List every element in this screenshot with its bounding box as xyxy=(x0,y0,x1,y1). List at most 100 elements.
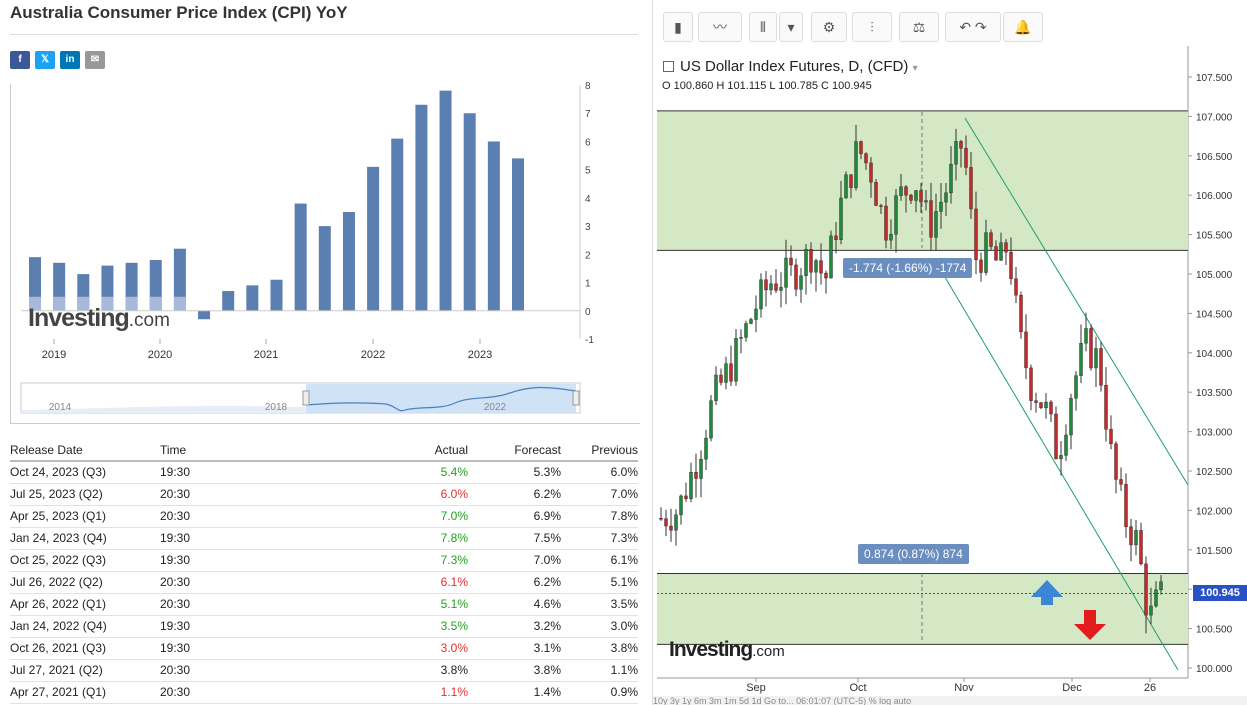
resistance-zone xyxy=(657,110,1188,251)
x-tick-label: 2022 xyxy=(361,349,385,361)
compare-icon[interactable]: ⚖ xyxy=(899,12,939,42)
table-row: Jan 24, 2023 (Q4) 19:30 7.8% 7.5% 7.3% xyxy=(10,527,638,550)
candle xyxy=(689,462,693,503)
cell-actual: 1.1% xyxy=(350,681,468,704)
candle xyxy=(1094,336,1098,387)
column-header[interactable]: Actual xyxy=(350,439,468,462)
candle xyxy=(1074,371,1078,411)
linkedin-icon[interactable]: in xyxy=(60,51,80,69)
cell-forecast: 5.3% xyxy=(468,461,561,484)
cell-previous: 6.0% xyxy=(561,461,638,484)
candle xyxy=(699,450,703,498)
y-tick-label: 5 xyxy=(585,166,591,177)
navigator-selection[interactable] xyxy=(306,384,576,413)
candle xyxy=(934,193,938,251)
redo-icon[interactable]: 🔔 xyxy=(1003,12,1043,42)
table-row: Apr 26, 2022 (Q1) 20:30 5.1% 4.6% 3.5% xyxy=(10,593,638,616)
cell-date: Jul 25, 2023 (Q2) xyxy=(10,483,160,506)
candle xyxy=(869,157,873,198)
candle xyxy=(1109,415,1113,450)
x-tick-label: 2023 xyxy=(468,349,492,361)
navigator-line xyxy=(305,386,577,412)
table-row: Oct 24, 2023 (Q3) 19:30 5.4% 5.3% 6.0% xyxy=(10,461,638,484)
navigator-label: 2014 xyxy=(49,402,72,413)
y-tick-label: -1 xyxy=(585,335,594,346)
range-bar[interactable]: 10y 3y 1y 6m 3m 1m 5d 1d Go to... 06:01:… xyxy=(653,696,1247,705)
candle xyxy=(1139,522,1143,566)
candle xyxy=(894,188,898,253)
table-row: Oct 26, 2021 (Q3) 19:30 3.0% 3.1% 3.8% xyxy=(10,637,638,660)
cell-actual: 3.8% xyxy=(350,659,468,682)
gear-icon[interactable]: ⚙ xyxy=(811,12,847,42)
candle xyxy=(1019,291,1023,339)
y-tick-label: 106.500 xyxy=(1196,152,1233,163)
cell-date: Apr 26, 2022 (Q1) xyxy=(10,593,160,616)
x-tick-label: 2021 xyxy=(254,349,278,361)
candle xyxy=(969,152,973,219)
column-header[interactable]: Previous xyxy=(561,439,638,462)
email-icon[interactable]: ✉ xyxy=(85,51,105,69)
cpi-bar xyxy=(294,203,307,311)
cpi-bar xyxy=(391,138,404,311)
chart-title[interactable]: US Dollar Index Futures, D, (CFD) ▾ xyxy=(663,58,918,75)
cpi-bar xyxy=(318,226,331,311)
dropdown-icon[interactable]: ▾ xyxy=(779,12,803,42)
y-tick-label: 102.500 xyxy=(1196,467,1233,478)
navigator-handle[interactable] xyxy=(302,390,310,406)
cell-date: Jul 26, 2022 (Q2) xyxy=(10,571,160,594)
line-chart-icon[interactable]: 〰 xyxy=(698,12,742,42)
bars-icon[interactable]: ⫴ xyxy=(749,12,777,42)
twitter-icon[interactable]: 𝕏 xyxy=(35,51,55,69)
candle xyxy=(759,273,763,318)
table-row: Apr 25, 2023 (Q1) 20:30 7.0% 6.9% 7.8% xyxy=(10,505,638,528)
column-header[interactable]: Forecast xyxy=(468,439,561,462)
x-tick-label: Dec xyxy=(1062,682,1082,694)
undo-icon[interactable]: ↶ ↷ xyxy=(945,12,1001,42)
channel-line-lower xyxy=(935,261,1179,671)
cell-forecast: 6.9% xyxy=(468,505,561,528)
candle xyxy=(859,140,863,160)
investing-watermark: Investing.com xyxy=(28,304,170,332)
cell-time: 19:30 xyxy=(160,527,350,550)
facebook-icon[interactable]: f xyxy=(10,51,30,69)
candle xyxy=(1009,237,1013,285)
column-header[interactable]: Time xyxy=(160,439,350,462)
indicators-icon[interactable]: ⫶ xyxy=(852,12,892,42)
cell-actual: 7.3% xyxy=(350,549,468,572)
y-tick-label: 107.500 xyxy=(1196,73,1233,84)
y-tick-label: 100.000 xyxy=(1196,664,1233,675)
cpi-bar xyxy=(270,279,283,311)
x-tick-label: 2020 xyxy=(148,349,172,361)
cell-forecast: 7.5% xyxy=(468,527,561,550)
y-tick-label: 100.500 xyxy=(1196,625,1233,636)
candle xyxy=(694,453,698,498)
candles-icon[interactable]: ▮ xyxy=(663,12,693,42)
x-tick-label: Sep xyxy=(746,682,766,694)
cell-time: 20:30 xyxy=(160,659,350,682)
cpi-bar xyxy=(487,141,500,311)
candle xyxy=(809,242,813,284)
y-tick-label: 2 xyxy=(585,250,591,261)
column-header[interactable]: Release Date xyxy=(10,439,160,462)
navigator-handle[interactable] xyxy=(572,390,580,406)
candle xyxy=(824,270,828,294)
candle xyxy=(664,509,668,537)
cell-time: 20:30 xyxy=(160,593,350,616)
candle xyxy=(1049,400,1053,422)
cell-forecast: 4.6% xyxy=(468,593,561,616)
candle xyxy=(1054,406,1058,460)
cell-date: Apr 27, 2021 (Q1) xyxy=(10,681,160,704)
cpi-bar xyxy=(463,113,476,311)
cell-actual: 7.0% xyxy=(350,505,468,528)
y-tick-label: 106.000 xyxy=(1196,191,1233,202)
cell-previous: 1.1% xyxy=(561,659,638,682)
candle xyxy=(724,356,728,390)
candle xyxy=(754,295,758,333)
y-tick-label: 1 xyxy=(585,279,591,290)
candle xyxy=(839,180,843,245)
candle xyxy=(739,329,743,354)
candle xyxy=(1024,314,1028,380)
candle xyxy=(1124,473,1128,538)
candle xyxy=(714,366,718,406)
title-divider xyxy=(10,34,638,35)
